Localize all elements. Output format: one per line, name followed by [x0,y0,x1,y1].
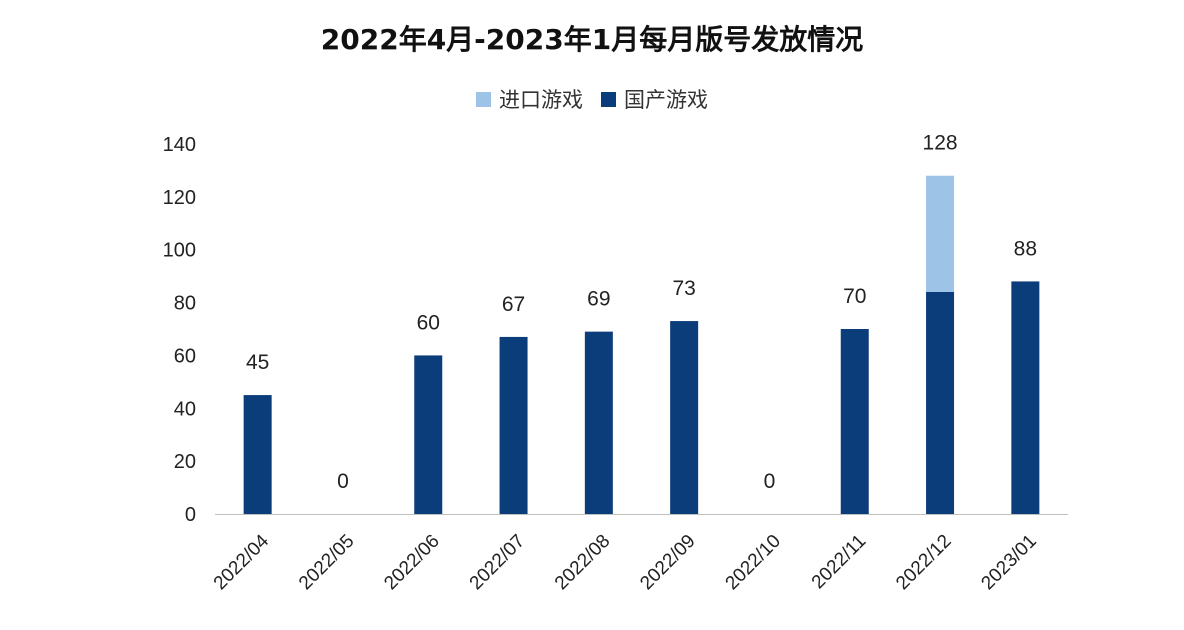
legend: 进口游戏 国产游戏 [0,84,1184,114]
y-tick-label: 20 [174,451,196,473]
legend-label-imported: 进口游戏 [499,88,583,112]
bar-domestic [840,329,869,514]
chart-title: 2022年4月-2023年1月每月版号发放情况 [320,23,864,56]
x-tick-label: 2022/08 [551,531,614,594]
y-tick-label: 40 [174,398,196,420]
x-tick-label: 2023/01 [977,531,1040,594]
legend-swatch-imported [476,91,491,107]
y-tick-label: 120 [163,187,196,209]
x-tick-label: 2022/09 [636,531,699,594]
y-tick-label: 80 [174,293,196,315]
bars [243,175,1040,514]
data-label: 60 [417,311,440,334]
bar-imported [926,175,955,292]
bar-domestic [926,292,955,514]
y-tick-label: 0 [185,504,196,526]
x-axis: 2022/04 2022/05 2022/06 2022/07 2022/08 2022/… [210,530,1041,594]
data-label: 0 [337,470,349,493]
bar-domestic [499,336,528,514]
x-tick-label: 2022/11 [808,531,870,593]
data-label: 128 [923,132,958,155]
legend-item-domestic: 国产游戏 [601,84,708,114]
data-label: 73 [672,277,695,300]
data-label: 88 [1014,237,1037,260]
x-tick-label: 2022/10 [722,531,785,594]
y-axis: 0 20 40 60 80 100 120 140 [163,134,196,526]
legend-swatch-domestic [601,91,616,107]
y-tick-label: 140 [163,134,196,156]
x-tick-label: 2022/06 [380,531,443,594]
data-label: 45 [246,351,269,374]
data-labels: 45 0 60 67 69 73 0 70 128 88 [246,132,1037,493]
x-tick-label: 2022/04 [210,530,274,594]
x-tick-label: 2022/07 [466,531,529,594]
x-tick-label: 2022/12 [892,531,955,594]
y-tick-label: 100 [163,240,196,262]
bar-domestic [1011,281,1040,514]
legend-label-domestic: 国产游戏 [624,88,708,112]
data-label: 0 [764,470,776,493]
bar-domestic [243,395,272,514]
bar-domestic [584,331,613,514]
x-tick-label: 2022/05 [295,531,358,594]
data-label: 69 [587,288,610,311]
data-label: 67 [502,293,525,316]
bar-domestic [670,321,699,514]
legend-item-imported: 进口游戏 [476,84,583,114]
data-label: 70 [843,285,866,308]
bar-domestic [414,355,443,514]
y-tick-label: 60 [174,345,196,367]
